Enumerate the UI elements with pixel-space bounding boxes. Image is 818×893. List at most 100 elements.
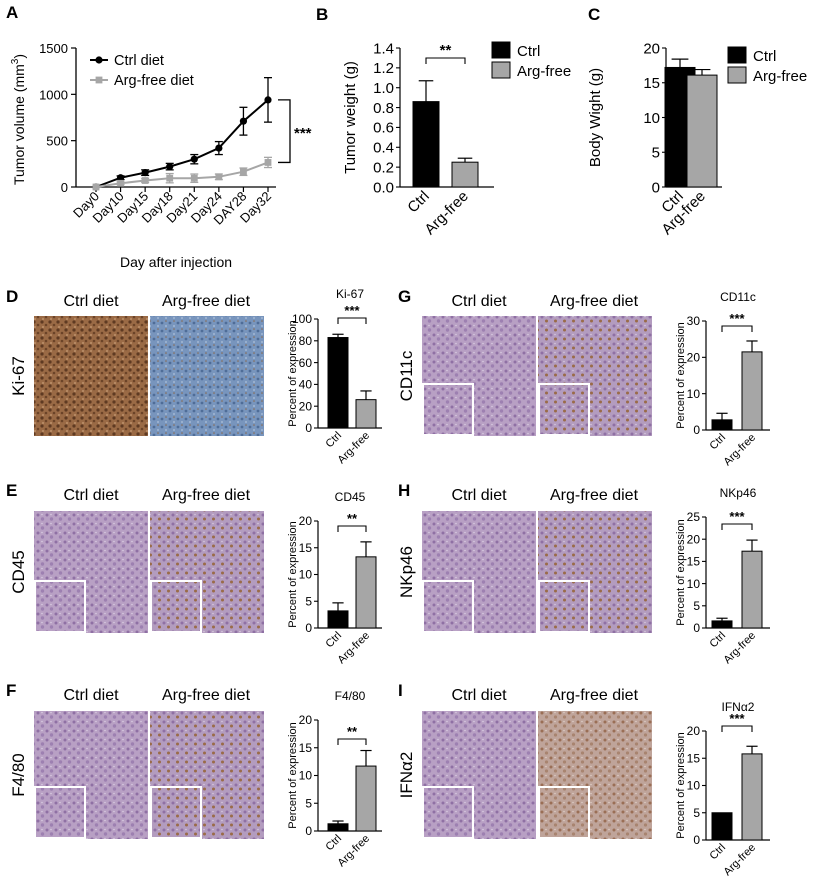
legend-marker: [95, 56, 103, 64]
bar-ctrl: [327, 337, 349, 429]
y-tick-label: 0.6: [373, 120, 394, 137]
data-point: [239, 117, 248, 125]
y-tick-label: 60: [299, 356, 313, 370]
condition-label-ctrl: Ctrl diet: [451, 487, 507, 504]
x-tick-label: Arg-free: [722, 630, 759, 667]
y-tick-label: 20: [643, 40, 660, 57]
y-axis-title-main: Tumor volume (mm: [11, 64, 27, 185]
bar-ctrl: [711, 812, 733, 841]
y-axis-title: Percent of expression: [287, 320, 299, 426]
y-tick-label: 15: [687, 751, 701, 765]
significance-bracket: [721, 725, 753, 732]
micrograph-inset: [538, 786, 590, 839]
y-tick-label: 15: [687, 555, 701, 569]
y-axis-title: Tumor weight (g): [342, 61, 359, 174]
y-tick-label: 1500: [39, 41, 68, 56]
legend-label: Ctrl diet: [114, 53, 164, 69]
chart-title: IFNα2: [722, 700, 755, 714]
y-tick-label: 0: [693, 621, 700, 635]
data-point: [166, 163, 174, 171]
x-tick-label: Ctrl: [324, 630, 345, 651]
y-tick-label: 10: [687, 779, 701, 793]
legend-swatch: [727, 46, 747, 64]
condition-label-argfree: Arg-free diet: [162, 487, 251, 504]
bar-arg-free: [686, 74, 718, 188]
y-axis-title-sup: 3: [10, 58, 21, 64]
legend-label: Arg-free: [753, 68, 807, 85]
data-point: [141, 169, 149, 177]
x-tick-label: Ctrl: [708, 842, 729, 863]
condition-label-ctrl: Ctrl diet: [63, 687, 119, 704]
significance-marker: ***: [729, 311, 745, 326]
condition-label-argfree: Arg-free diet: [162, 293, 251, 310]
data-point: [116, 174, 125, 182]
chart-layer: 050010001500Day0Day10Day15Day18Day21Day2…: [6, 3, 807, 878]
chart-b: 0.00.20.40.60.81.01.21.4CtrlArg-freeTumo…: [342, 40, 571, 238]
data-point: [215, 173, 223, 181]
y-tick-label: 5: [305, 796, 312, 810]
y-tick-label: 25: [687, 510, 701, 524]
significance-marker: **: [347, 511, 358, 526]
bar-ctrl: [327, 610, 349, 629]
y-tick-label: 100: [292, 312, 312, 326]
y-tick-label: 10: [643, 110, 660, 127]
condition-label-ctrl: Ctrl diet: [63, 487, 119, 504]
legend-label: Ctrl: [517, 43, 540, 60]
y-tick-label: 10: [687, 577, 701, 591]
data-point: [141, 177, 149, 184]
x-tick-label: Arg-free: [421, 188, 471, 238]
x-axis-title: Day after injection: [120, 254, 232, 270]
y-tick-label: 20: [299, 514, 313, 528]
y-tick-label: 1.0: [373, 80, 394, 97]
micrograph-inset: [150, 580, 202, 633]
y-tick-label: 0.4: [373, 140, 394, 157]
chart-title: F4/80: [335, 689, 366, 703]
y-tick-label: 0: [652, 179, 660, 196]
y-tick-label: 15: [299, 741, 313, 755]
x-tick-label: Arg-free: [722, 842, 759, 879]
chart-title: CD45: [335, 490, 366, 504]
legend-swatch: [491, 61, 511, 79]
y-axis-title: Body Wight (g): [587, 68, 604, 167]
panel-label-f: F: [6, 681, 16, 700]
y-tick-label: 5: [305, 594, 312, 608]
condition-label-argfree: Arg-free diet: [550, 293, 639, 310]
y-axis-title-close: ): [11, 54, 27, 59]
y-tick-label: 1000: [39, 87, 68, 102]
y-axis-title: Tumor volume (mm3): [10, 54, 27, 185]
significance-marker: ***: [729, 509, 745, 524]
y-axis-title: Percent of expression: [287, 722, 299, 828]
bar-arg-free: [741, 753, 763, 841]
y-tick-label: 20: [299, 399, 313, 413]
row-label-i: IFNα2: [397, 752, 416, 799]
micrograph-inset: [422, 580, 474, 633]
bar-arg-free: [451, 161, 479, 188]
panel-label-h: H: [398, 481, 410, 500]
significance-marker: **: [440, 42, 452, 59]
y-tick-label: 500: [46, 134, 68, 149]
y-tick-label: 5: [693, 806, 700, 820]
y-tick-label: 20: [687, 724, 701, 738]
x-tick-label: Ctrl: [404, 188, 433, 217]
legend-label: Arg-free diet: [114, 73, 194, 89]
series-line-1: [95, 161, 269, 188]
y-tick-label: 0: [61, 180, 68, 195]
panel-label-g: G: [398, 287, 411, 306]
data-point: [190, 174, 198, 182]
chart-title: CD11c: [720, 290, 756, 304]
row-label-g: CD11c: [397, 350, 416, 401]
panel-label-i: I: [398, 681, 403, 700]
x-tick-label: Ctrl: [708, 630, 729, 651]
data-point: [166, 174, 174, 182]
y-tick-label: 1.2: [373, 60, 394, 77]
y-tick-label: 10: [299, 568, 313, 582]
y-tick-label: 30: [687, 314, 701, 328]
y-axis-title: Percent of expression: [675, 519, 687, 625]
significance-marker: **: [347, 724, 358, 739]
micrograph-inset: [34, 580, 86, 633]
legend-swatch: [727, 66, 747, 84]
bar-ctrl: [711, 419, 733, 431]
y-tick-label: 40: [299, 378, 313, 392]
